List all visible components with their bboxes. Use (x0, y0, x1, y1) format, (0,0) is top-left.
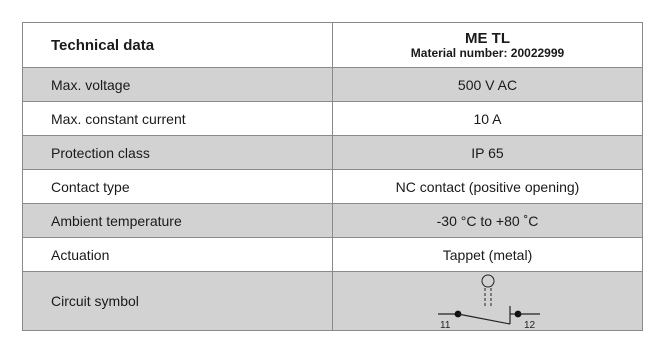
table-row-actuation: Actuation Tappet (metal) (22, 237, 643, 272)
table-row-circuit-symbol: Circuit symbol (22, 271, 643, 331)
row-label: Contact type (22, 169, 333, 204)
row-label: Protection class (22, 135, 333, 170)
row-value: 10 A (332, 101, 643, 136)
product-heading: ME TL Material number: 20022999 (332, 22, 643, 68)
table-row-ambient-temperature: Ambient temperature -30 °C to +80 ˚C (22, 203, 643, 238)
row-label: Circuit symbol (22, 271, 333, 331)
nc-contact-symbol-icon: 11 12 (437, 274, 540, 330)
technical-data-table: Technical data ME TL Material number: 20… (22, 22, 643, 331)
technical-data-heading: Technical data (22, 22, 333, 68)
row-value: 500 V AC (332, 67, 643, 102)
terminal-left-label: 11 (440, 320, 451, 330)
material-number: Material number: 20022999 (410, 45, 565, 60)
circuit-symbol-cell: 11 12 (332, 271, 643, 331)
row-label: Max. voltage (22, 67, 333, 102)
row-label: Max. constant current (22, 101, 333, 136)
row-value: -30 °C to +80 ˚C (332, 203, 643, 238)
row-value: Tappet (metal) (332, 237, 643, 272)
terminal-right-label: 12 (524, 320, 536, 330)
row-value: NC contact (positive opening) (332, 169, 643, 204)
table-row-contact-type: Contact type NC contact (positive openin… (22, 169, 643, 204)
row-label: Ambient temperature (22, 203, 333, 238)
table-row-protection-class: Protection class IP 65 (22, 135, 643, 170)
row-value: IP 65 (332, 135, 643, 170)
product-name: ME TL (465, 29, 510, 47)
table-row-max-constant-current: Max. constant current 10 A (22, 101, 643, 136)
table-row-max-voltage: Max. voltage 500 V AC (22, 67, 643, 102)
row-label: Actuation (22, 237, 333, 272)
table-header-row: Technical data ME TL Material number: 20… (22, 22, 643, 68)
